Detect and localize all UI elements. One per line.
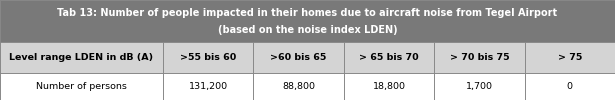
Text: Level range LDEN in dB (A): Level range LDEN in dB (A): [9, 53, 154, 62]
Text: >55 bis 60: >55 bis 60: [180, 53, 236, 62]
Bar: [0, 73, 615, 100]
Text: Tab 13: Number of people impacted in their homes due to aircraft noise from Tege: Tab 13: Number of people impacted in the…: [57, 8, 558, 18]
Text: > 75: > 75: [558, 53, 582, 62]
Text: 1,700: 1,700: [466, 82, 493, 91]
Text: > 70 bis 75: > 70 bis 75: [450, 53, 509, 62]
Text: 0: 0: [567, 82, 573, 91]
Bar: [0, 42, 615, 73]
Text: Number of persons: Number of persons: [36, 82, 127, 91]
Text: > 65 bis 70: > 65 bis 70: [359, 53, 419, 62]
Text: 18,800: 18,800: [373, 82, 405, 91]
Bar: [0, 0, 615, 42]
Text: 131,200: 131,200: [189, 82, 228, 91]
Text: 88,800: 88,800: [282, 82, 315, 91]
Text: (based on the noise index LDEN): (based on the noise index LDEN): [218, 25, 397, 35]
Text: >60 bis 65: >60 bis 65: [271, 53, 327, 62]
